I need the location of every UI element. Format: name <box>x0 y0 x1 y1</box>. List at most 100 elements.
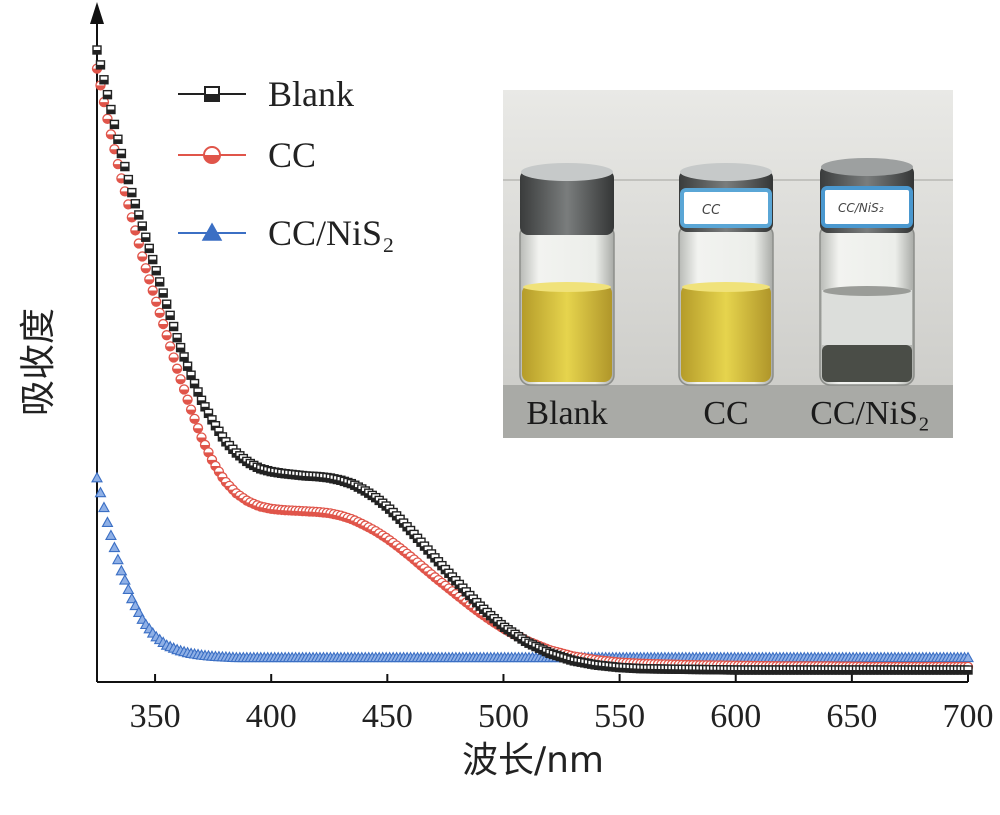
vial-blank-cap <box>520 170 614 235</box>
y-axis-title: 吸收度 <box>18 308 59 416</box>
point-blank <box>175 342 186 353</box>
vial-cc-nis2-label-band <box>821 186 913 228</box>
point-cc <box>158 318 169 330</box>
point-blank <box>193 387 203 397</box>
data-series <box>91 45 974 675</box>
x-tick-label-350: 350 <box>130 698 181 735</box>
legend-item-cc-nis2: CC/NiS₂ <box>178 213 395 253</box>
vial-blank-meniscus <box>523 282 611 292</box>
inset-label-cc: CC <box>703 395 748 432</box>
point-cc <box>189 413 200 425</box>
point-cc <box>161 330 172 341</box>
point-blank <box>95 60 106 70</box>
point-cc <box>185 404 197 415</box>
point-blank <box>186 370 196 380</box>
x-tick-label-400: 400 <box>246 698 297 735</box>
point-cc <box>165 341 176 352</box>
point-cc-nis2 <box>118 573 131 585</box>
point-cc <box>192 423 204 434</box>
vial-cc-cap-top <box>680 163 772 181</box>
point-blank <box>151 266 161 276</box>
point-cc <box>109 144 120 155</box>
point-blank <box>141 232 151 242</box>
point-cc <box>151 296 162 307</box>
point-cc <box>147 285 158 296</box>
point-cc <box>168 352 179 363</box>
point-cc <box>144 274 155 285</box>
vial-cc-label-text: CC <box>702 203 721 218</box>
point-cc-nis2 <box>962 651 974 663</box>
point-blank <box>127 187 137 198</box>
axes <box>90 2 968 683</box>
vial-cc: CC <box>678 163 774 386</box>
legend: Blank CC CC/NiS₂ <box>178 74 395 253</box>
legend-marker-blank-fill <box>205 94 219 101</box>
point-cc-nis2 <box>98 501 110 513</box>
legend-label-cc-nis2: CC/NiS₂ <box>268 213 395 253</box>
point-cc-nis2 <box>129 599 142 611</box>
series-cc-nis2 <box>91 471 974 663</box>
point-cc-nis2 <box>115 564 128 576</box>
point-cc <box>123 199 134 210</box>
point-blank <box>179 352 189 362</box>
point-blank <box>168 321 179 332</box>
point-blank <box>92 45 102 55</box>
point-blank <box>963 665 973 675</box>
x-tick-label-700: 700 <box>943 698 994 735</box>
point-blank <box>172 332 182 343</box>
point-blank <box>120 161 130 172</box>
point-blank <box>106 104 116 115</box>
point-cc <box>182 394 193 405</box>
vial-cc-nis2-label-text: CC/NiS₂ <box>838 201 884 215</box>
x-tick-label-600: 600 <box>710 698 761 735</box>
vial-cc-nis2-sediment <box>822 345 912 382</box>
vial-blank-cap-top <box>521 163 613 181</box>
point-cc <box>178 384 190 395</box>
point-blank <box>161 299 172 309</box>
point-cc-nis2 <box>91 471 103 483</box>
point-blank <box>134 210 144 220</box>
vial-cc-label-band <box>680 188 772 228</box>
point-blank <box>155 277 165 287</box>
legend-label-cc: CC <box>268 135 316 175</box>
point-cc-nis2 <box>108 541 121 553</box>
point-blank <box>148 254 158 265</box>
vial-cc-nis2-meniscus <box>823 286 911 296</box>
x-tick-label-450: 450 <box>362 698 413 735</box>
point-cc <box>137 251 148 262</box>
point-blank <box>109 119 120 130</box>
point-cc <box>171 363 183 374</box>
point-cc-nis2 <box>105 529 117 541</box>
point-cc <box>116 173 127 184</box>
point-cc <box>133 238 144 249</box>
vial-cc-nis2-cap-top <box>821 158 913 176</box>
point-blank <box>113 134 123 144</box>
x-axis-ticks: 350 400 450 500 550 600 650 700 <box>130 674 994 735</box>
point-cc-nis2 <box>101 516 114 527</box>
point-blank <box>165 310 175 321</box>
point-cc-nis2 <box>125 592 138 604</box>
vial-cc-nis2: CC/NiS₂ <box>819 158 915 386</box>
point-cc <box>102 113 113 124</box>
series-blank <box>92 45 973 675</box>
vial-cc-meniscus <box>682 282 770 292</box>
point-cc <box>112 158 124 170</box>
vial-blank-liquid <box>522 285 612 382</box>
point-blank <box>130 199 141 209</box>
legend-item-blank: Blank <box>178 74 354 114</box>
point-blank <box>99 75 109 85</box>
x-tick-label-550: 550 <box>594 698 645 735</box>
inset-photo: CC CC/NiS₂ Blank CC CC/NiS₂ <box>503 90 953 438</box>
point-blank <box>182 361 193 371</box>
x-tick-label-650: 650 <box>826 698 877 735</box>
point-blank <box>144 243 154 254</box>
point-cc-nis2 <box>122 583 135 594</box>
point-cc <box>130 225 141 236</box>
vial-blank <box>519 163 615 386</box>
point-cc-nis2 <box>111 553 124 565</box>
point-cc-nis2 <box>132 606 145 618</box>
point-blank <box>123 174 134 185</box>
legend-marker-cc-fill <box>204 155 220 163</box>
y-axis-arrow <box>90 2 104 24</box>
legend-marker-cc-nis2 <box>201 222 223 241</box>
